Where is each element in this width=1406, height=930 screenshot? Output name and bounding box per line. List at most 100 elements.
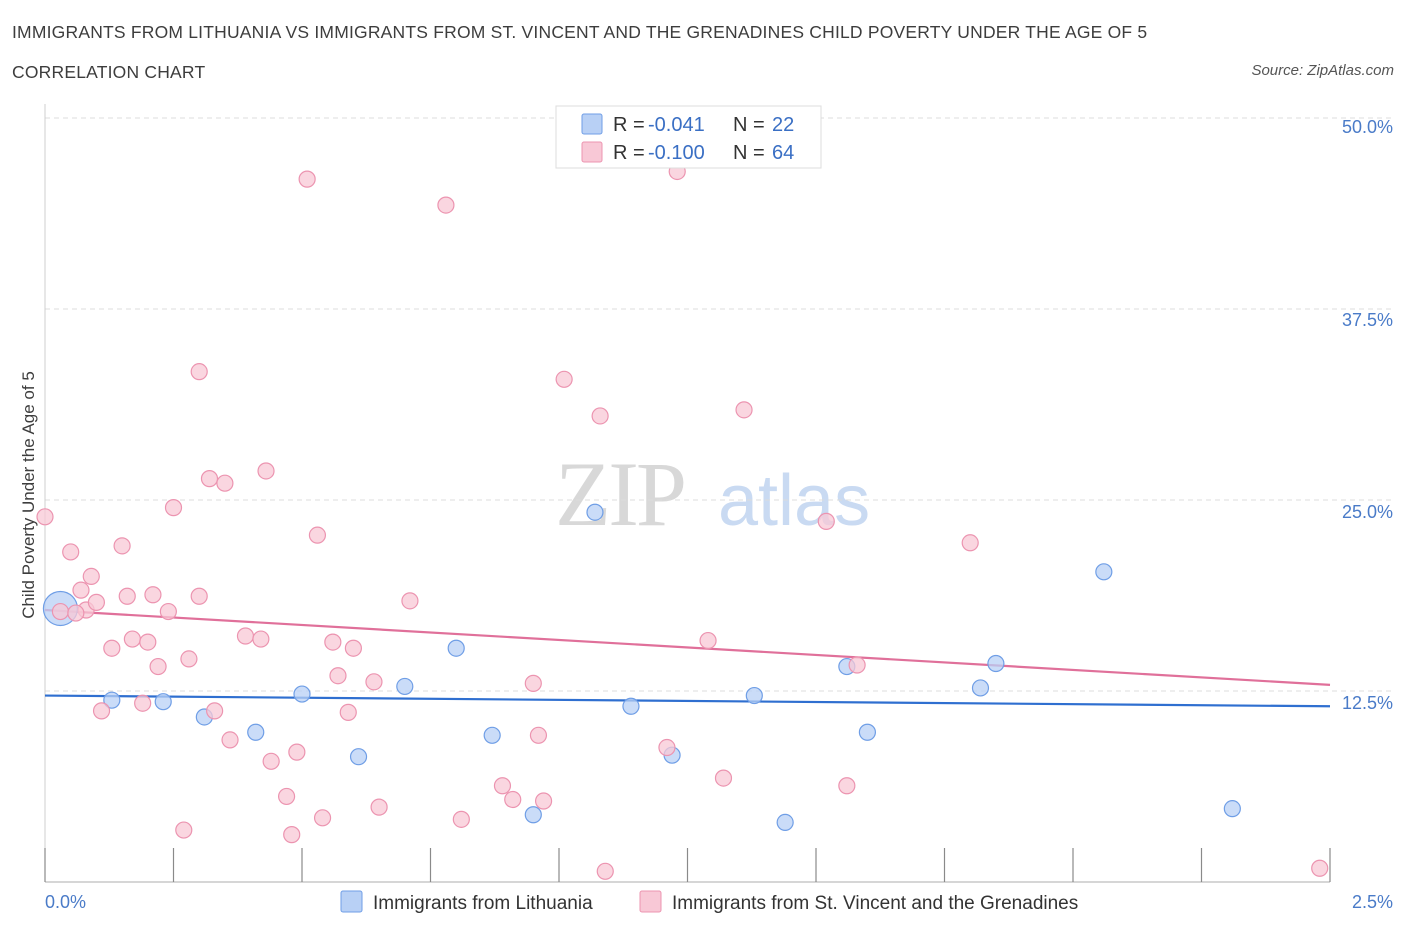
legend-r-value-2: -0.100 [648, 142, 705, 164]
point-vincent-19 [180, 650, 198, 668]
chart-title: IMMIGRANTS FROM LITHUANIA VS IMMIGRANTS … [12, 22, 1148, 42]
point-vincent-25 [221, 731, 239, 749]
y-tick-label-2: 37.5% [1342, 310, 1393, 330]
point-vincent-62 [1311, 859, 1329, 877]
point-vincent-40 [365, 673, 383, 691]
point-vincent-49 [534, 792, 553, 810]
legend-n-value-1: 22 [772, 114, 794, 136]
point-vincent-18 [175, 821, 193, 839]
legend-n-label-1: N = [733, 114, 765, 136]
point-lithuania-7 [396, 677, 414, 696]
x-tick-label-1: 2.5% [1352, 892, 1393, 912]
legend-r-value-1: -0.041 [648, 114, 705, 136]
legend-r-label-2: R = [613, 142, 645, 164]
point-lithuania-4 [247, 723, 265, 741]
point-vincent-60 [848, 656, 866, 674]
legend-n-value-2: 64 [772, 142, 794, 164]
correlation-legend: R = -0.041 N = 22 R = -0.100 N = 64 [555, 105, 822, 169]
point-lithuania-20 [1095, 563, 1113, 581]
point-vincent-5 [82, 567, 100, 586]
point-vincent-39 [344, 639, 362, 657]
legend-swatch-lithuania [581, 113, 603, 135]
point-vincent-57 [735, 401, 753, 419]
point-vincent-46 [504, 790, 522, 809]
point-vincent-28 [257, 462, 275, 480]
point-vincent-14 [144, 586, 162, 604]
point-vincent-3 [72, 581, 90, 599]
point-vincent-44 [452, 810, 470, 828]
y-tick-label-3: 50.0% [1342, 117, 1393, 137]
point-lithuania-11 [586, 503, 604, 521]
point-vincent-55 [699, 631, 717, 650]
series-legend: Immigrants from Lithuania Immigrants fro… [340, 890, 1078, 914]
point-vincent-11 [123, 630, 141, 648]
watermark: ZIP atlas [555, 443, 870, 545]
point-vincent-48 [529, 726, 548, 744]
watermark-atlas: atlas [718, 461, 870, 541]
point-vincent-63 [67, 604, 85, 622]
series-legend-swatch-lithuania [340, 890, 363, 913]
y-axis-label: Child Poverty Under the Age of 5 [19, 371, 38, 619]
point-lithuania-15 [776, 813, 794, 832]
point-vincent-9 [113, 537, 131, 555]
point-lithuania-6 [349, 748, 368, 766]
point-lithuania-21 [1223, 800, 1241, 818]
point-vincent-29 [262, 752, 280, 770]
y-tick-labels: 12.5% 25.0% 37.5% 50.0% [1342, 117, 1393, 713]
point-vincent-21 [190, 363, 208, 381]
point-lithuania-1 [103, 691, 121, 709]
point-lithuania-9 [483, 726, 501, 744]
point-vincent-32 [288, 743, 306, 761]
point-vincent-27 [252, 630, 270, 648]
point-vincent-42 [401, 592, 419, 610]
point-lithuania-14 [745, 686, 763, 705]
point-vincent-10 [118, 587, 136, 605]
point-lithuania-2 [154, 693, 172, 711]
point-vincent-7 [92, 702, 111, 720]
trend-lines [44, 608, 1331, 708]
point-vincent-23 [206, 702, 224, 720]
point-vincent-34 [308, 526, 327, 544]
point-vincent-35 [313, 809, 332, 827]
point-vincent-17 [164, 499, 183, 517]
point-vincent-30 [277, 787, 296, 806]
point-vincent-59 [838, 777, 856, 795]
point-vincent-20 [190, 587, 208, 605]
legend-n-label-2: N = [733, 142, 765, 164]
series-legend-label-lithuania: Immigrants from Lithuania [373, 893, 593, 914]
trend-line-lithuania [44, 694, 1331, 708]
point-vincent-37 [329, 667, 347, 685]
point-lithuania-17 [858, 723, 877, 741]
grid-lines [45, 117, 1395, 692]
point-lithuania-5 [293, 685, 311, 703]
x-tick-labels: 0.0% 2.5% [45, 892, 1393, 912]
point-vincent-58 [817, 512, 835, 530]
series-legend-label-vincent: Immigrants from St. Vincent and the Gren… [672, 893, 1078, 914]
point-vincent-0 [36, 508, 54, 526]
point-vincent-43 [437, 196, 455, 214]
point-vincent-36 [324, 633, 342, 651]
point-vincent-6 [87, 593, 106, 611]
point-vincent-2 [62, 543, 80, 561]
point-lithuania-8 [447, 639, 465, 657]
series-legend-swatch-vincent [639, 890, 662, 913]
point-vincent-53 [658, 738, 676, 757]
point-vincent-26 [236, 627, 255, 645]
point-lithuania-19 [987, 654, 1005, 673]
y-tick-label-1: 25.0% [1342, 502, 1393, 522]
point-vincent-45 [493, 777, 512, 795]
point-vincent-1 [51, 602, 70, 621]
point-lithuania-12 [622, 697, 640, 715]
x-tick-label-0: 0.0% [45, 892, 86, 912]
point-vincent-24 [216, 474, 234, 492]
point-vincent-51 [591, 407, 609, 425]
point-vincent-41 [370, 798, 388, 816]
legend-swatch-vincent [581, 141, 603, 163]
point-vincent-52 [596, 862, 614, 880]
point-vincent-22 [200, 470, 219, 488]
point-vincent-31 [283, 826, 301, 844]
point-vincent-38 [339, 703, 357, 721]
source-credit: Source: ZipAtlas.com [1251, 62, 1394, 79]
point-vincent-13 [139, 633, 157, 651]
